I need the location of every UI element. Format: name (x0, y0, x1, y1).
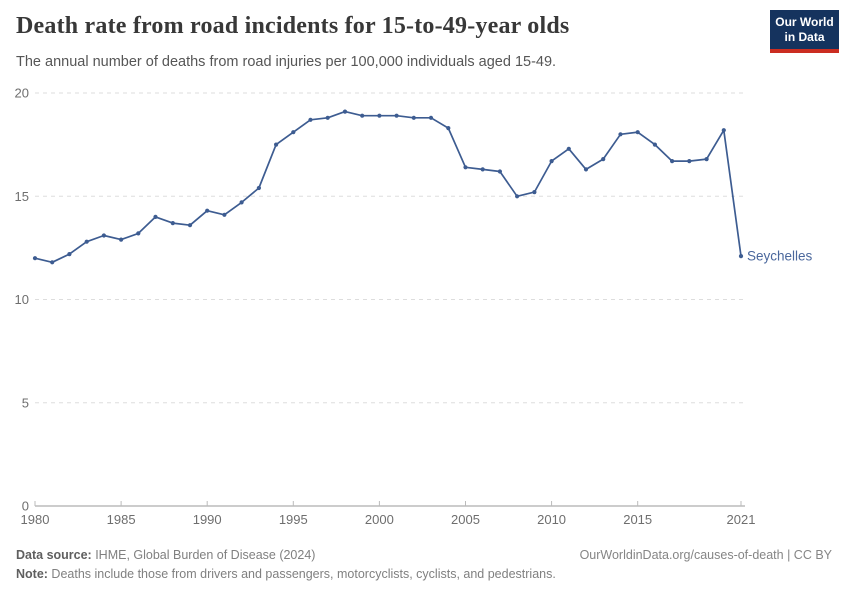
data-point[interactable] (583, 167, 589, 172)
data-point[interactable] (687, 159, 692, 164)
owid-logo[interactable]: Our World in Data (770, 10, 839, 53)
y-tick-label: 5 (22, 395, 29, 410)
data-point[interactable] (291, 130, 296, 135)
data-point[interactable] (670, 159, 675, 164)
data-point[interactable] (205, 208, 210, 213)
data-point[interactable] (497, 169, 502, 174)
note-text: Note: Deaths include those from drivers … (16, 567, 556, 581)
y-tick-label: 15 (15, 189, 29, 204)
chart-subtitle: The annual number of deaths from road in… (16, 54, 557, 70)
page-title: Death rate from road incidents for 15-to… (16, 13, 570, 39)
x-tick-label: 1995 (279, 512, 308, 527)
data-point[interactable] (463, 165, 468, 170)
data-point[interactable] (360, 113, 365, 118)
data-point[interactable] (342, 109, 348, 114)
data-point[interactable] (721, 128, 726, 133)
x-tick-label: 2015 (623, 512, 652, 527)
x-tick-label: 2005 (451, 512, 480, 527)
data-point[interactable] (738, 254, 744, 259)
data-point[interactable] (635, 130, 640, 135)
data-point[interactable] (411, 115, 416, 120)
data-point[interactable] (394, 113, 399, 118)
owid-logo-text: Our World in Data (775, 15, 834, 44)
series-end-label[interactable]: Seychelles (747, 249, 813, 264)
data-point[interactable] (101, 233, 106, 238)
data-point[interactable] (601, 157, 606, 162)
data-point[interactable] (153, 214, 158, 219)
data-point[interactable] (566, 146, 571, 151)
data-point[interactable] (377, 113, 382, 118)
y-tick-label: 20 (15, 86, 29, 101)
data-point[interactable] (480, 167, 485, 172)
x-tick-label: 1990 (193, 512, 222, 527)
y-tick-label: 10 (15, 292, 29, 307)
data-point[interactable] (84, 239, 89, 244)
data-point[interactable] (549, 159, 554, 164)
chart-footer: Data source: IHME, Global Burden of Dise… (16, 546, 832, 584)
x-tick-label: 1980 (21, 512, 50, 527)
data-point[interactable] (256, 185, 261, 191)
data-point[interactable] (446, 126, 451, 131)
data-point[interactable] (187, 223, 193, 228)
data-point[interactable] (119, 237, 124, 242)
x-tick-label: 2000 (365, 512, 394, 527)
data-point[interactable] (67, 252, 72, 257)
data-point[interactable] (50, 260, 55, 265)
data-source-text: Data source: IHME, Global Burden of Dise… (16, 548, 316, 562)
data-point[interactable] (704, 157, 709, 162)
x-tick-label: 1985 (107, 512, 136, 527)
owid-logo-red-bar (770, 49, 839, 53)
y-tick-label: 0 (22, 499, 29, 514)
data-point[interactable] (32, 256, 38, 261)
data-point[interactable] (308, 117, 313, 122)
data-point[interactable] (325, 115, 330, 120)
data-point[interactable] (222, 212, 227, 217)
data-point[interactable] (428, 115, 434, 120)
x-tick-label: 2010 (537, 512, 566, 527)
data-point[interactable] (274, 142, 279, 147)
data-point[interactable] (170, 221, 175, 226)
data-point[interactable] (618, 132, 623, 137)
series-line[interactable] (34, 110, 742, 264)
data-point[interactable] (515, 194, 520, 199)
data-point[interactable] (532, 190, 537, 195)
data-point[interactable] (136, 231, 141, 236)
x-tick-label: 2021 (727, 512, 756, 527)
data-point[interactable] (239, 200, 244, 205)
data-point[interactable] (652, 142, 658, 147)
owid-link[interactable]: OurWorldinData.org/causes-of-death | CC … (579, 548, 832, 562)
